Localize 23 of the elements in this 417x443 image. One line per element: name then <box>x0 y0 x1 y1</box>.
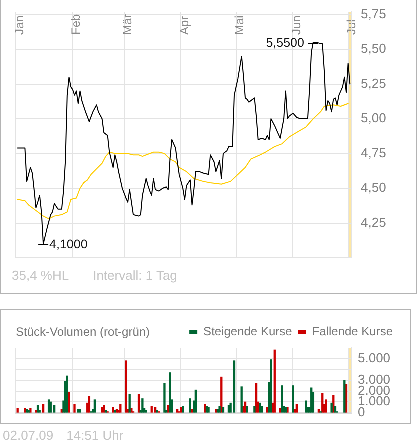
y-tick-label: 5.000 <box>358 350 391 366</box>
legend-label: Fallende Kurse <box>312 324 394 338</box>
chart-title: Stück-Volumen (rot-grün) <box>16 325 150 340</box>
x-tick-label: Jan <box>12 16 26 35</box>
y-tick-label: 5,00 <box>361 110 386 126</box>
y-tick-label: 4,50 <box>361 180 386 196</box>
text: Intervall: 1 Tag <box>93 268 178 283</box>
y-tick-label: 5,75 <box>361 6 386 22</box>
y-tick-label: 5,50 <box>361 41 386 56</box>
y-tick-label: 5,25 <box>361 76 386 91</box>
x-tick-label: Feb <box>69 14 84 35</box>
annotation: 5,5500 <box>266 36 304 50</box>
annotation: 4,1000 <box>50 238 88 252</box>
x-tick-label: Apr <box>178 16 192 35</box>
x-tick-label: Mai <box>232 16 247 35</box>
legend-label: Steigende Kurse <box>204 324 293 338</box>
y-tick-label: 4,75 <box>361 145 386 160</box>
x-tick-label: Mär <box>120 14 135 35</box>
x-tick-label: Jun <box>290 16 304 35</box>
text: 02.07.09 <box>3 428 54 443</box>
text: 14:51 Uhr <box>66 428 124 443</box>
text: 35,4 %HL <box>12 268 70 283</box>
y-tick-label: 4,25 <box>361 214 386 230</box>
